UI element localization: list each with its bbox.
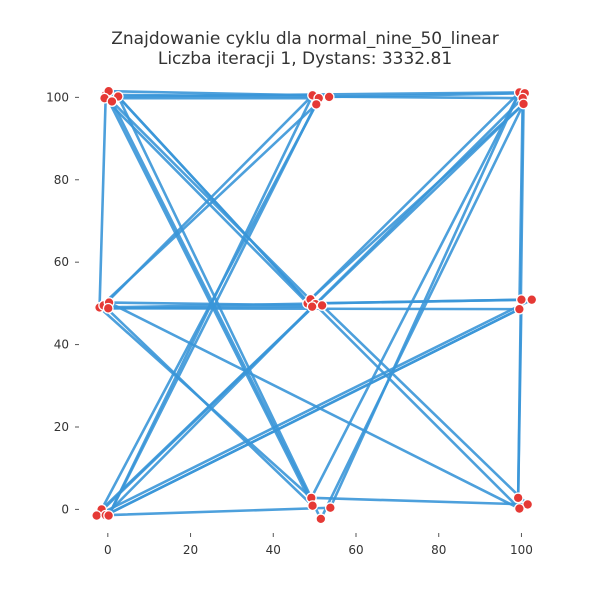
y-tick-label: 20 <box>54 420 69 434</box>
path-segment <box>104 307 521 517</box>
path-segment <box>107 301 324 307</box>
city-point <box>526 294 538 306</box>
path-segment <box>319 102 525 521</box>
path-segment <box>104 93 314 507</box>
city-point <box>316 299 328 311</box>
city-point <box>102 302 114 314</box>
path-segment <box>516 298 523 500</box>
city-point <box>324 502 336 514</box>
path-segment <box>309 91 521 301</box>
city-point <box>516 294 527 306</box>
path-segment <box>329 91 521 510</box>
path-segment <box>306 298 534 305</box>
city-point <box>513 503 525 515</box>
y-tick-label: 80 <box>54 173 69 187</box>
y-tick-label: 60 <box>54 255 69 269</box>
y-tick-label: 100 <box>46 90 69 104</box>
city-point <box>103 510 115 522</box>
city-point <box>91 510 103 522</box>
path-segment <box>98 306 313 500</box>
chart-title: Znajdowanie cyklu dla normal_nine_50_lin… <box>111 29 498 49</box>
path-segment <box>107 301 521 510</box>
city-point <box>306 301 318 313</box>
x-tick-label: 80 <box>431 543 446 557</box>
path-segment <box>98 93 108 309</box>
city-point <box>512 492 524 504</box>
city-point <box>310 98 322 110</box>
path-segment <box>104 506 332 517</box>
city-point <box>106 96 118 107</box>
x-tick-label: 40 <box>266 543 281 557</box>
path-segment <box>310 496 529 506</box>
path-segment <box>320 304 529 506</box>
city-points <box>91 85 538 525</box>
chart-subtitle: Liczba iteracji 1, Dystans: 3332.81 <box>158 49 452 69</box>
x-tick-label: 0 <box>104 543 112 557</box>
path-segment <box>116 95 313 500</box>
y-tick-label: 40 <box>54 338 69 352</box>
path-segment <box>310 91 521 500</box>
axes: 0 20 40 60 80 100 0 20 40 60 80 100 <box>46 90 533 557</box>
path-segment <box>116 95 314 308</box>
city-point <box>315 513 327 525</box>
city-point <box>518 98 529 110</box>
x-tick-label: 20 <box>183 543 198 557</box>
city-point <box>513 303 525 315</box>
city-point <box>307 500 319 512</box>
path-segment <box>95 298 534 517</box>
path-segment <box>103 96 309 305</box>
path-segment <box>110 100 323 521</box>
y-tick-label: 0 <box>61 502 69 516</box>
city-point <box>323 91 335 103</box>
x-tick-label: 60 <box>348 543 363 557</box>
x-tick-label: 100 <box>510 543 533 557</box>
path-segment <box>102 94 314 307</box>
